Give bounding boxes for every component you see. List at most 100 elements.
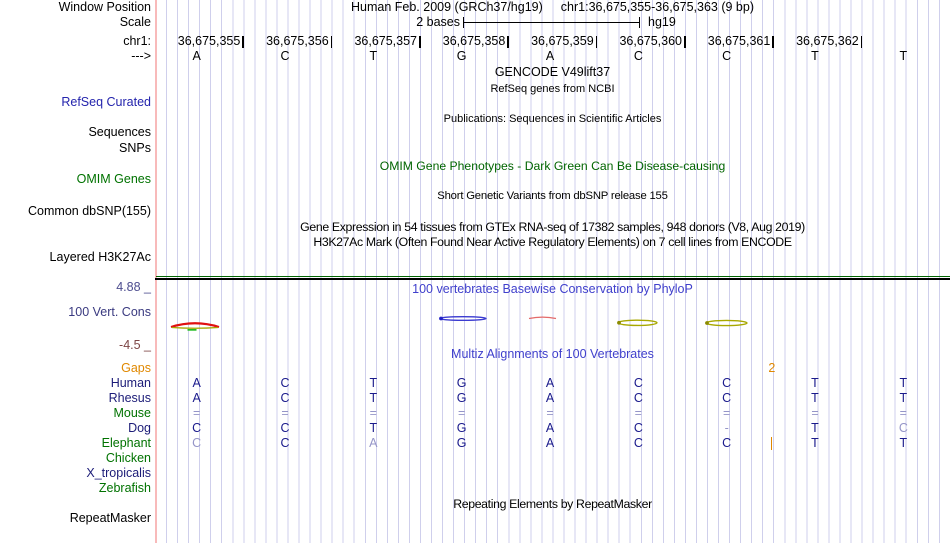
- reference-base: T: [369, 49, 378, 63]
- scale-bar-right-tick: [639, 17, 640, 28]
- conservation-glyph: [439, 316, 443, 321]
- alignment-base-dog: T: [369, 421, 378, 435]
- ruler-tick-mark: [772, 36, 774, 48]
- conservation-glyph: [617, 319, 658, 327]
- reference-base: A: [545, 49, 555, 63]
- alignment-base-human: G: [456, 376, 467, 390]
- scale-bar-left-tick: [463, 17, 464, 28]
- alignment-base-dog: C: [633, 421, 643, 435]
- gap-insert-tick: [770, 437, 773, 450]
- alignment-base-mouse: =: [281, 406, 289, 420]
- left-label-species-elephant[interactable]: Elephant: [101, 436, 151, 450]
- ruler-tick-mark: [684, 36, 686, 48]
- alignment-base-mouse: =: [811, 406, 819, 420]
- alignment-base-human: C: [722, 376, 732, 390]
- alignment-base-dog: G: [456, 421, 467, 435]
- reference-base: T: [899, 49, 908, 63]
- left-label-omim-genes[interactable]: OMIM Genes: [76, 172, 151, 186]
- alignment-base-mouse: =: [369, 406, 377, 420]
- gap-count-label: 2: [768, 361, 776, 375]
- alignment-base-elephant: A: [545, 436, 555, 450]
- left-label-sequences[interactable]: Sequences: [88, 125, 151, 139]
- left-label-vert-cons[interactable]: 100 Vert. Cons: [68, 305, 151, 319]
- alignment-base-rhesus: G: [456, 391, 467, 405]
- alignment-base-dog: C: [280, 421, 290, 435]
- alignment-base-human: T: [369, 376, 378, 390]
- left-label-cons-min: -4.5 _: [119, 338, 151, 352]
- left-label-species-x-tropicalis[interactable]: X_tropicalis: [86, 466, 151, 480]
- ruler-tick-mark: [330, 36, 333, 48]
- reference-base: C: [633, 49, 643, 63]
- alignment-base-human: C: [633, 376, 643, 390]
- assembly-title: Human Feb. 2009 (GRCh37/hg19): [351, 0, 543, 14]
- left-label-gaps[interactable]: Gaps: [121, 361, 151, 375]
- alignment-base-mouse: =: [634, 406, 642, 420]
- alignment-base-dog: A: [545, 421, 555, 435]
- h3k27ac-title[interactable]: H3K27Ac Mark (Often Found Near Active Re…: [313, 235, 792, 249]
- alignment-base-human: T: [899, 376, 908, 390]
- alignment-base-rhesus: T: [899, 391, 908, 405]
- conservation-glyph: [171, 326, 219, 329]
- alignment-base-elephant: C: [722, 436, 732, 450]
- left-label-chrom: chr1:: [123, 34, 151, 48]
- gencode-title[interactable]: GENCODE V49lift37: [494, 65, 611, 79]
- left-label-refseq-curated[interactable]: RefSeq Curated: [61, 95, 151, 109]
- alignment-base-elephant: G: [456, 436, 467, 450]
- alignment-base-human: A: [192, 376, 201, 390]
- ruler-tick-label: 36,675,361: [707, 34, 771, 48]
- left-label-species-dog[interactable]: Dog: [128, 421, 151, 435]
- left-label-snps[interactable]: SNPs: [119, 141, 151, 155]
- conservation-glyph: [187, 329, 197, 331]
- alignment-base-rhesus: A: [192, 391, 201, 405]
- left-label-species-chicken[interactable]: Chicken: [105, 451, 151, 465]
- scale-value: 2 bases: [416, 15, 460, 29]
- conservation-glyph: [705, 321, 709, 325]
- reference-base: T: [811, 49, 819, 63]
- left-label-species-mouse[interactable]: Mouse: [113, 406, 151, 420]
- alignment-base-elephant: T: [811, 436, 819, 450]
- left-label-species-zebrafish[interactable]: Zebrafish: [98, 481, 151, 495]
- position-title: chr1:36,675,355-36,675,363 (9 bp): [560, 0, 754, 14]
- alignment-base-elephant: C: [192, 436, 202, 450]
- ruler-tick-label: 36,675,358: [442, 34, 506, 48]
- alignment-base-elephant: C: [633, 436, 643, 450]
- conservation-glyph: [170, 322, 220, 329]
- dbsnp-title[interactable]: Short Genetic Variants from dbSNP releas…: [437, 190, 668, 202]
- left-label-species-human[interactable]: Human: [110, 376, 151, 390]
- alignment-base-dog: -: [724, 421, 729, 435]
- alignment-base-dog: C: [192, 421, 202, 435]
- phylop-title[interactable]: 100 vertebrates Basewise Conservation by…: [412, 282, 693, 296]
- ruler-tick-label: 36,675,355: [177, 34, 241, 48]
- alignment-base-mouse: =: [546, 406, 554, 420]
- reference-base: A: [192, 49, 201, 63]
- alignment-base-human: C: [280, 376, 290, 390]
- ruler-tick-label: 36,675,359: [531, 34, 594, 48]
- scale-genome-label: hg19: [648, 15, 676, 29]
- left-label-species-rhesus[interactable]: Rhesus: [108, 391, 151, 405]
- multiz-title[interactable]: Multiz Alignments of 100 Vertebrates: [451, 347, 654, 361]
- alignment-base-mouse: =: [899, 406, 907, 420]
- omim-title[interactable]: OMIM Gene Phenotypes - Dark Green Can Be…: [379, 159, 726, 173]
- left-label-strand-direction: --->: [131, 49, 151, 63]
- alignment-base-mouse: =: [723, 406, 731, 420]
- alignment-base-elephant: A: [369, 436, 378, 450]
- publications-title[interactable]: Publications: Sequences in Scientific Ar…: [443, 113, 662, 125]
- alignment-base-elephant: C: [280, 436, 290, 450]
- alignment-base-rhesus: C: [633, 391, 643, 405]
- alignment-base-rhesus: C: [280, 391, 290, 405]
- refseq-subtitle[interactable]: RefSeq genes from NCBI: [490, 83, 615, 95]
- gtex-title[interactable]: Gene Expression in 54 tissues from GTEx …: [300, 220, 805, 234]
- repeatmasker-title[interactable]: Repeating Elements by RepeatMasker: [453, 497, 652, 511]
- left-label-repeatmasker[interactable]: RepeatMasker: [69, 511, 151, 525]
- alignment-base-rhesus: C: [722, 391, 732, 405]
- alignment-base-mouse: =: [193, 406, 201, 420]
- reference-base: C: [280, 49, 290, 63]
- ruler-tick-mark: [595, 36, 598, 48]
- alignment-base-human: A: [545, 376, 555, 390]
- conservation-glyph: [439, 316, 487, 322]
- scale-bar: [463, 22, 640, 23]
- left-label-layered-h3k27ac[interactable]: Layered H3K27Ac: [49, 250, 151, 264]
- left-label-common-dbsnp[interactable]: Common dbSNP(155): [28, 204, 151, 218]
